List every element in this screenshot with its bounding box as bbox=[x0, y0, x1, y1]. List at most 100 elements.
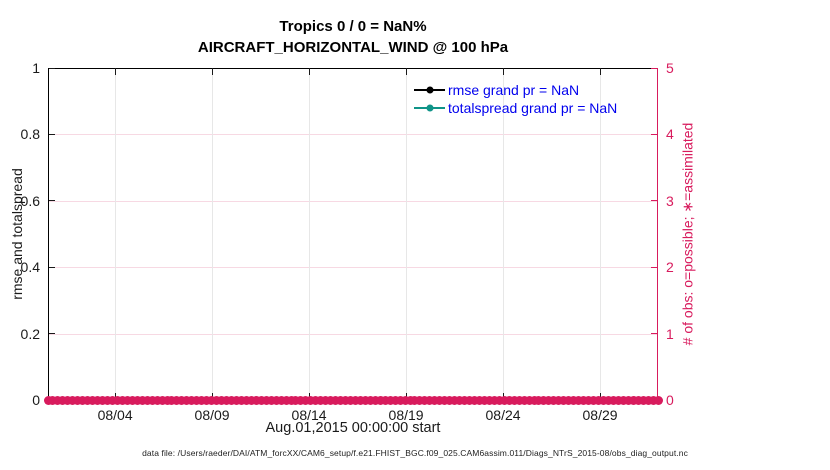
obs-count-marker bbox=[172, 395, 182, 405]
obs-count-marker bbox=[405, 395, 415, 405]
obs-count-marker bbox=[539, 395, 549, 405]
left-axis-tick bbox=[49, 200, 55, 202]
obs-count-marker bbox=[316, 395, 326, 405]
x-tick-label: 08/24 bbox=[485, 407, 521, 423]
obs-count-marker bbox=[78, 395, 88, 405]
left-y-tick-label: 0.6 bbox=[20, 192, 40, 209]
obs-count-marker bbox=[455, 395, 465, 405]
obs-count-marker bbox=[68, 395, 78, 405]
vertical-gridline bbox=[115, 68, 117, 400]
obs-count-marker bbox=[460, 395, 470, 405]
obs-count-marker bbox=[202, 395, 212, 405]
plot-title: Tropics 0 / 0 = NaN% bbox=[279, 18, 427, 35]
axis-spine-left bbox=[48, 68, 49, 400]
vertical-gridline bbox=[309, 68, 311, 400]
obs-count-marker bbox=[207, 395, 217, 405]
obs-count-marker bbox=[484, 395, 494, 405]
axis-spine-right bbox=[657, 68, 658, 400]
x-tick-label: 08/14 bbox=[291, 407, 327, 423]
obs-count-marker bbox=[93, 395, 103, 405]
left-axis-tick bbox=[49, 133, 55, 135]
x-tick-label: 08/04 bbox=[97, 407, 133, 423]
obs-count-marker bbox=[306, 395, 316, 405]
vertical-gridline bbox=[503, 68, 505, 400]
obs-count-marker bbox=[103, 395, 112, 405]
obs-count-marker bbox=[569, 395, 579, 405]
obs-count-marker bbox=[53, 395, 63, 405]
top-axis-tick bbox=[405, 68, 407, 75]
obs-count-marker bbox=[559, 395, 569, 405]
left-y-tick-label: 1 bbox=[32, 60, 40, 76]
obs-count-marker bbox=[281, 395, 291, 405]
obs-count-marker bbox=[613, 395, 623, 405]
obs-count-marker bbox=[574, 395, 584, 405]
left-y-tick-label: 0.4 bbox=[20, 259, 40, 276]
right-axis-tick bbox=[651, 67, 657, 69]
obs-count-marker bbox=[98, 395, 108, 405]
obs-count-marker bbox=[346, 395, 356, 405]
x-tick-label: 08/19 bbox=[388, 407, 424, 423]
obs-count-marker bbox=[623, 395, 633, 405]
obs-count-marker bbox=[479, 395, 489, 405]
left-y-tick-label: 0.2 bbox=[20, 325, 40, 342]
vertical-gridline bbox=[212, 68, 214, 400]
rmse-line-sample bbox=[414, 86, 445, 94]
obs-count-marker bbox=[222, 395, 232, 405]
obs-count-marker bbox=[271, 395, 281, 405]
right-axis-tick bbox=[651, 266, 657, 268]
obs-count-marker bbox=[554, 395, 564, 405]
left-y-axis-label: rmse and totalspread bbox=[9, 168, 25, 300]
obs-count-marker bbox=[524, 395, 534, 405]
obs-count-marker bbox=[618, 395, 628, 405]
legend-item-rmse: rmse grand pr = NaN bbox=[414, 81, 617, 99]
vertical-gridline bbox=[406, 68, 408, 400]
obs-count-marker bbox=[296, 395, 306, 405]
obs-count-marker bbox=[127, 395, 137, 405]
top-axis-tick bbox=[114, 68, 116, 75]
obs-count-marker bbox=[474, 395, 484, 405]
right-y-tick-label: 3 bbox=[666, 192, 674, 209]
obs-count-marker bbox=[192, 395, 202, 405]
obs-count-marker bbox=[162, 395, 172, 405]
obs-count-marker bbox=[58, 395, 68, 405]
obs-count-marker bbox=[122, 395, 132, 405]
obs-count-marker bbox=[450, 395, 460, 405]
x-tick-label: 08/29 bbox=[582, 407, 618, 423]
obs-count-marker bbox=[251, 395, 261, 405]
right-y-tick-label: 2 bbox=[666, 259, 674, 276]
obs-count-marker bbox=[440, 395, 450, 405]
horizontal-gridline bbox=[48, 134, 658, 136]
obs-count-marker bbox=[430, 395, 440, 405]
obs-count-marker bbox=[415, 395, 425, 405]
obs-count-marker bbox=[360, 395, 370, 405]
legend-label-totalspread: totalspread grand pr = NaN bbox=[448, 100, 618, 116]
rmse-marker-dot bbox=[426, 86, 433, 94]
obs-count-marker bbox=[167, 395, 177, 405]
left-axis-tick bbox=[49, 333, 55, 335]
obs-count-marker bbox=[266, 395, 276, 405]
x-tick-label: 08/09 bbox=[194, 407, 230, 423]
obs-count-marker bbox=[261, 395, 271, 405]
top-axis-tick bbox=[502, 68, 504, 75]
obs-count-marker bbox=[385, 395, 395, 405]
right-y-tick-label: 5 bbox=[666, 60, 674, 76]
obs-count-marker bbox=[564, 395, 574, 405]
obs-count-marker bbox=[653, 395, 663, 405]
legend-item-totalspread: totalspread grand pr = NaN bbox=[414, 99, 617, 117]
obs-count-marker bbox=[633, 395, 643, 405]
obs-count-marker bbox=[519, 395, 529, 405]
plot-area: rmse grand pr = NaN totalspread grand pr… bbox=[21, 60, 674, 423]
obs-count-marker bbox=[470, 395, 479, 405]
obs-count-marker bbox=[549, 395, 559, 405]
obs-count-marker bbox=[593, 395, 603, 405]
vertical-gridline bbox=[600, 68, 602, 400]
data-file-path: data file: /Users/raeder/DAI/ATM_forcXX/… bbox=[142, 448, 688, 458]
right-axis-tick bbox=[651, 333, 657, 335]
obs-count-marker bbox=[395, 395, 405, 405]
obs-count-marker bbox=[147, 395, 157, 405]
obs-count-marker bbox=[236, 395, 246, 405]
obs-count-marker bbox=[226, 395, 236, 405]
obs-count-marker bbox=[603, 395, 613, 405]
left-y-tick-label: 0.8 bbox=[20, 126, 40, 143]
